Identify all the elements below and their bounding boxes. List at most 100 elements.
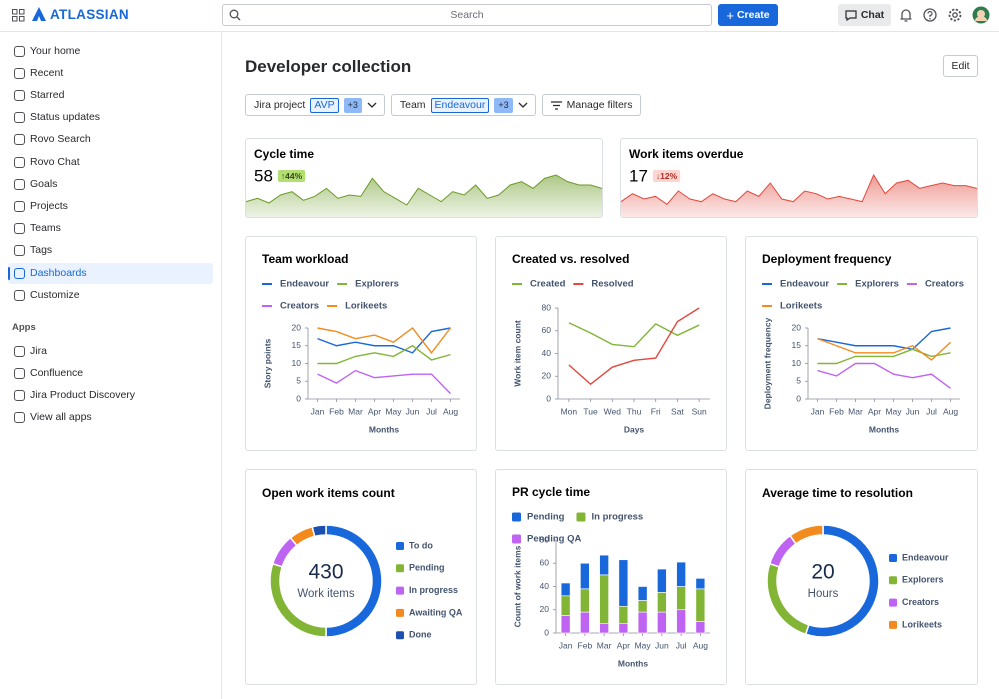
manage-filters-button[interactable]: Manage filters [541, 94, 641, 116]
x-tick-label: May [385, 406, 402, 416]
nav-icon [14, 45, 25, 57]
nav-item[interactable]: Goals [8, 174, 213, 195]
x-tick-label: Feb [329, 406, 344, 416]
y-tick-label: 80 [540, 534, 550, 544]
legend-swatch [889, 576, 897, 585]
y-tick-label: 80 [542, 302, 552, 312]
x-tick-label: Aug [943, 406, 958, 416]
card-title: Work items overdue [629, 147, 744, 161]
app-item[interactable]: Confluence [8, 363, 213, 384]
y-tick-label: 40 [540, 581, 550, 591]
nav-item[interactable]: Projects [8, 196, 213, 217]
bar-segment [676, 609, 686, 634]
top-bar: ATLASSIAN Search + Create Chat [0, 0, 999, 32]
legend-label: In progress [409, 585, 458, 595]
donut-segment [766, 562, 810, 636]
nav-icon [14, 134, 25, 146]
legend-label: Done [409, 630, 432, 640]
app-switcher[interactable] [12, 9, 25, 22]
nav-item[interactable]: Dashboards [8, 262, 213, 284]
bar-segment [599, 554, 609, 576]
x-tick-label: Aug [443, 406, 458, 416]
x-tick-label: Mar [597, 640, 612, 650]
bar-segment [599, 574, 609, 625]
chart-card: Open work items count 430 Work items To do P… [245, 469, 477, 685]
app-item[interactable]: Jira Product Discovery [8, 385, 213, 406]
legend-label: Awaiting QA [409, 607, 463, 617]
app-label: Jira [30, 344, 47, 357]
bar-segment [695, 588, 706, 622]
nav-item[interactable]: Status updates [8, 107, 213, 128]
nav-label: Recent [30, 66, 64, 79]
x-axis-label: Months [869, 424, 899, 434]
y-tick-label: 10 [792, 358, 802, 368]
x-tick-label: Sat [671, 406, 684, 416]
donut-center-label: Hours [808, 588, 839, 600]
search-box[interactable]: Search [222, 4, 712, 26]
legend-label: Explorers [902, 575, 944, 585]
bar-segment [657, 611, 667, 634]
nav-label: Goals [30, 177, 58, 190]
chevron-path [518, 102, 528, 108]
filter-dropdown[interactable]: Jira project AVP +3 [245, 94, 385, 116]
sparkline-line [621, 173, 977, 206]
nav-icon [14, 245, 25, 257]
card-title: Team workload [262, 252, 348, 266]
x-tick-label: Jan [811, 406, 825, 416]
y-tick-label: 0 [546, 393, 551, 403]
x-tick-label: Jul [926, 406, 937, 416]
card-title: Created vs. resolved [512, 252, 629, 266]
legend-item: Explorers [837, 279, 899, 290]
x-tick-label: Aug [693, 640, 708, 650]
nav-item[interactable]: Rovo Search [8, 129, 213, 150]
chart-card: PR cycle time Pending In progress Pending Q… [495, 469, 727, 685]
app-label: Jira Product Discovery [30, 388, 136, 401]
legend-swatch [889, 554, 897, 562]
sidebar: Your home Recent Starred Status updates Rovo… [0, 32, 222, 699]
filter-icon-path [550, 100, 562, 110]
x-tick-label: Jun [655, 640, 669, 650]
chart-card: Team workload Endeavour Explorers Creators L… [245, 236, 477, 451]
create-button[interactable]: + Create [718, 4, 778, 26]
y-tick-label: 0 [796, 393, 801, 403]
bar-segment [676, 586, 686, 611]
y-tick-label: 0 [296, 393, 301, 403]
bar-segment [637, 611, 648, 634]
nav-item[interactable]: Teams [8, 218, 213, 239]
series-line [317, 327, 451, 354]
avatar[interactable] [972, 6, 990, 24]
nav-label: Teams [30, 222, 61, 235]
app-icon [14, 389, 25, 401]
x-tick-label: Jul [426, 406, 437, 416]
nav-icon [14, 178, 25, 190]
edit-button[interactable]: Edit [943, 55, 978, 77]
y-tick-label: 15 [292, 340, 302, 350]
bar-segment [560, 582, 571, 597]
filter-icon [550, 100, 562, 110]
chat-button[interactable]: Chat [838, 4, 891, 26]
nav-label: Rovo Search [30, 133, 91, 146]
nav-item[interactable]: Starred [8, 85, 213, 106]
filter-dropdown[interactable]: Team Endeavour +3 [390, 94, 536, 116]
donut-center-label: Work items [297, 588, 355, 600]
x-axis-label: Months [369, 424, 399, 434]
app-item[interactable]: View all apps [8, 407, 213, 428]
bar-segment [618, 605, 629, 624]
nav-item[interactable]: Your home [8, 41, 213, 62]
chart-card: Created vs. resolved Created Resolved 0 20 40… [495, 236, 727, 451]
x-tick-label: Jun [906, 406, 920, 416]
legend-swatch [396, 631, 404, 640]
nav-item[interactable]: Tags [8, 240, 213, 261]
legend-label: Lorikeets [902, 619, 942, 629]
help-icon[interactable] [923, 8, 938, 23]
nav-item[interactable]: Customize [8, 285, 213, 306]
nav-item[interactable]: Recent [8, 63, 213, 84]
app-item[interactable]: Jira [8, 341, 213, 362]
x-axis-label: Months [618, 658, 648, 668]
legend-item: Lorikeets [327, 301, 387, 312]
notifications-icon[interactable] [899, 8, 913, 23]
nav-item[interactable]: Rovo Chat [8, 152, 213, 173]
chat-icon [845, 9, 857, 21]
series-line [568, 307, 700, 386]
settings-icon[interactable] [948, 8, 963, 23]
